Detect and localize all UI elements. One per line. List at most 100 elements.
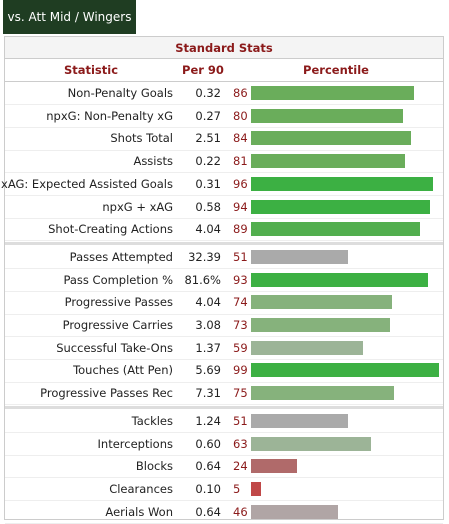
per90: 0.27: [195, 108, 221, 123]
percentile-bar: [251, 131, 411, 146]
per90: 81.6%: [184, 272, 221, 287]
per90: 0.31: [195, 176, 221, 191]
row-line: [5, 217, 443, 219]
group-separator: [5, 241, 443, 245]
per90: 0.10: [195, 481, 221, 496]
rule: [5, 81, 443, 82]
percentile-bar: [251, 481, 261, 496]
group-separator: [5, 405, 443, 409]
row-line: [5, 336, 443, 338]
percentile-bar: [251, 436, 371, 451]
row-line: [5, 522, 443, 524]
row-line: [5, 432, 443, 433]
per90: 0.32: [195, 86, 221, 100]
per90: 4.04: [195, 222, 221, 237]
stat-name: Passes Attempted: [69, 249, 173, 264]
column-header: Percentile: [303, 63, 369, 77]
percentile-value: 24: [233, 459, 248, 474]
per90: 1.37: [195, 340, 221, 355]
percentile-bar: [251, 199, 430, 214]
stat-name: Pass Completion %: [63, 272, 173, 287]
percentile-value: 46: [233, 504, 248, 519]
row-line: [5, 500, 443, 502]
percentile-value: 51: [233, 413, 248, 428]
stat-name: Touches (Att Pen): [73, 363, 173, 378]
table-title: Standard Stats: [5, 37, 443, 59]
stat-name: Shot-Creating Actions: [48, 222, 173, 237]
percentile-value: 73: [233, 318, 248, 332]
per90: 0.64: [195, 504, 221, 519]
per90: 5.69: [195, 363, 221, 378]
percentile-bar: [251, 222, 421, 237]
row-line: [5, 149, 443, 151]
stat-name: npxG: Non-Penalty xG: [46, 108, 173, 123]
stat-name: xAG: Expected Assisted Goals: [1, 176, 173, 191]
percentile-bar: [251, 295, 392, 310]
percentile-value: 89: [233, 222, 248, 237]
stat-name: Assists: [133, 154, 173, 169]
per90: 3.08: [195, 318, 221, 332]
percentile-bar: [251, 272, 428, 287]
row-line: [5, 381, 443, 383]
per90: 1.24: [195, 413, 221, 428]
row-line: [5, 454, 443, 456]
percentile-bar: [251, 86, 415, 100]
row-line: [5, 358, 443, 360]
percentile-bar: [251, 459, 297, 474]
percentile-value: 80: [233, 108, 248, 123]
percentile-value: 59: [233, 340, 248, 355]
stat-name: Progressive Carries: [62, 318, 173, 332]
stat-name: npxG + xAG: [102, 199, 173, 214]
row-line: [5, 240, 443, 242]
tab[interactable]: vs. Att Mid / Wingers: [3, 0, 136, 34]
percentile-bar: [251, 413, 348, 428]
row-line: [5, 104, 443, 106]
stat-name: Blocks: [135, 459, 173, 474]
percentile-bar: [251, 363, 440, 378]
row-line: [5, 126, 443, 128]
percentile-value: 5: [233, 481, 241, 496]
percentile-bar: [251, 504, 339, 519]
stat-name: Shots Total: [110, 131, 173, 146]
percentile-bar: [251, 340, 364, 355]
percentile-value: 75: [233, 386, 248, 401]
row-line: [5, 268, 443, 270]
per90: 7.31: [195, 386, 221, 401]
percentile-bar: [251, 154, 405, 169]
stat-name: Clearances: [109, 481, 173, 496]
percentile-value: 99: [233, 363, 248, 378]
column-header: Statistic: [63, 63, 119, 77]
percentile-value: 81: [233, 154, 248, 169]
row-line: [5, 172, 443, 174]
percentile-value: 84: [233, 131, 248, 146]
stat-name: Aerials Won: [105, 504, 173, 519]
percentile-value: 93: [233, 272, 248, 287]
percentile-value: 63: [233, 436, 248, 451]
per90: 32.39: [188, 249, 221, 264]
percentile-value: 94: [233, 199, 248, 214]
per90: 0.22: [195, 154, 221, 169]
stat-name: Successful Take-Ons: [56, 340, 173, 355]
stats-table: Standard Stats Statistic Per 90 Percenti…: [1, 36, 444, 524]
percentile-value: 51: [233, 249, 248, 264]
percentile-value: 74: [233, 295, 248, 310]
stat-name: Non-Penalty Goals: [67, 86, 173, 100]
percentile-value: 96: [233, 176, 248, 191]
per90: 4.04: [195, 295, 221, 310]
stat-name: Progressive Passes: [64, 295, 173, 310]
per90: 0.58: [195, 199, 221, 214]
stat-name: Tackles: [131, 413, 173, 428]
percentile-bar: [251, 386, 394, 401]
percentile-bar: [251, 318, 390, 332]
percentile-bar: [251, 249, 348, 264]
row-line: [5, 195, 443, 196]
percentile-value: 86: [233, 86, 248, 100]
percentile-bar: [251, 108, 403, 123]
per90: 0.60: [195, 436, 221, 451]
stat-name: Interceptions: [97, 436, 173, 451]
row-line: [5, 404, 443, 406]
row-line: [5, 477, 443, 479]
per90: 0.64: [195, 459, 221, 474]
row-line: [5, 290, 443, 292]
